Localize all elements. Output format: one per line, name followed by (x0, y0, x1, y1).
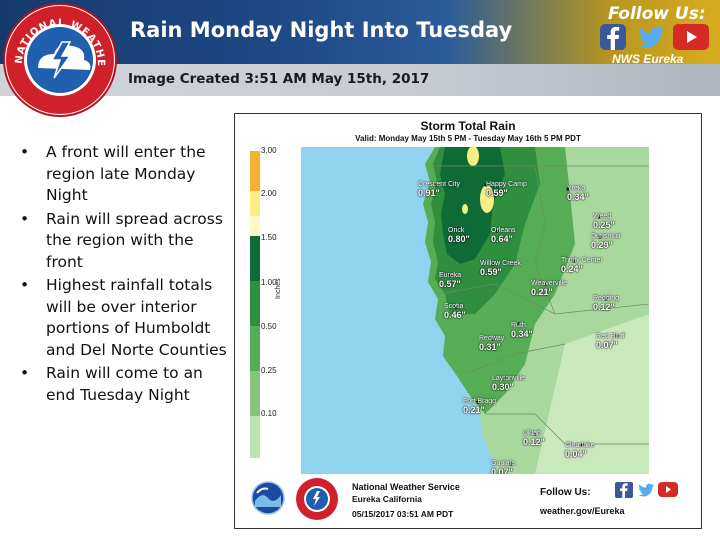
station-label: Dunsmuir 0.29" (591, 232, 621, 250)
colorbar-label: 1.50 (261, 233, 277, 242)
station-name: Dunsmuir (591, 233, 621, 240)
station-value: 0.12" (523, 437, 545, 447)
station-value: 0.30" (492, 382, 514, 392)
image-created-timestamp: Image Created 3:51 AM May 15th, 2017 (128, 71, 430, 87)
station-label: Yreka 0.34" (567, 184, 589, 202)
colorbar-label: 0.50 (261, 322, 277, 331)
station-name: Orick (448, 227, 465, 234)
station-label: Red Bluff 0.07" (596, 332, 625, 350)
station-name: Ruth (511, 322, 526, 329)
station-name: Weed (593, 213, 612, 220)
station-label: Gualala 0.07" (491, 459, 515, 477)
station-name: Clearlake (565, 442, 595, 449)
station-value: 0.46" (444, 310, 466, 320)
station-label: Eureka 0.57" (439, 271, 461, 289)
station-name: Willow Creek (480, 260, 521, 267)
station-label: Weed 0.25" (593, 212, 615, 230)
bullet-list: A front will enter the region late Monda… (14, 142, 232, 408)
colorbar-label: 0.10 (261, 409, 277, 418)
station-label: Crescent City 0.91" (418, 180, 460, 198)
bullet-item: A front will enter the region late Monda… (14, 142, 232, 207)
colorbar-label: 0.25 (261, 366, 277, 375)
station-name: Trinity Center (561, 257, 603, 264)
footer-agency: National Weather Service (352, 482, 460, 492)
footer-website[interactable]: weather.gov/Eureka (540, 506, 625, 516)
subtitle-bar (0, 64, 720, 96)
nws-office-label: NWS Eureka (612, 52, 684, 66)
station-value: 0.21" (531, 287, 553, 297)
station-value: 0.07" (491, 467, 513, 477)
station-label: Weaverville 0.21" (531, 279, 567, 297)
station-value: 0.91" (418, 188, 440, 198)
station-name: Ukiah (523, 430, 541, 437)
colorbar-unit: Inches (275, 278, 282, 299)
station-name: Gualala (491, 460, 516, 467)
footer-twitter-icon[interactable] (636, 482, 656, 498)
station-value: 0.12" (593, 302, 615, 312)
map-valid-period: Valid: Monday May 15th 5 PM - Tuesday Ma… (355, 134, 581, 143)
station-value: 0.31" (479, 342, 501, 352)
facebook-icon[interactable] (600, 24, 626, 50)
colorbar-label: 1.00 (261, 278, 277, 287)
station-label: Ukiah 0.12" (523, 429, 545, 447)
follow-us-label: Follow Us: (608, 4, 706, 24)
bullet-item: Rain will spread across the region with … (14, 209, 232, 274)
station-name: Redding (593, 295, 620, 302)
station-value: 0.21" (463, 405, 485, 415)
station-value: 0.59" (486, 188, 508, 198)
station-value: 0.24" (561, 264, 583, 274)
station-name: Happy Camp (486, 181, 527, 188)
station-value: 0.80" (448, 234, 470, 244)
youtube-icon[interactable] (673, 24, 709, 50)
station-value: 0.34" (567, 192, 589, 202)
station-value: 0.25" (593, 220, 615, 230)
station-name: Laytonville (492, 375, 526, 382)
storm-total-rain-map: Storm Total Rain Valid: Monday May 15th … (234, 113, 702, 529)
station-label: Fort Bragg 0.21" (463, 397, 496, 415)
nws-footer-logo (296, 478, 338, 520)
station-value: 0.59" (480, 267, 502, 277)
twitter-icon[interactable] (636, 24, 666, 50)
station-label: Willow Creek 0.59" (480, 259, 521, 277)
station-name: Yreka (567, 185, 586, 192)
station-value: 0.04" (565, 449, 587, 459)
station-value: 0.29" (591, 240, 613, 250)
footer-follow-label: Follow Us: (540, 487, 591, 498)
bullet-item: Highest rainfall totals will be over int… (14, 275, 232, 361)
bullet-item: Rain will come to an end Tuesday Night (14, 363, 232, 406)
station-name: Orleans (491, 227, 516, 234)
station-name: Scotia (444, 303, 464, 310)
station-label: Orick 0.80" (448, 226, 470, 244)
footer-datetime: 05/15/2017 03:51 AM PDT (352, 509, 454, 519)
station-name: Crescent City (418, 181, 461, 188)
rain-map-graphic (250, 146, 650, 474)
colorbar-label: 2.00 (261, 189, 277, 198)
station-value: 0.34" (511, 329, 533, 339)
footer-facebook-icon[interactable] (615, 482, 633, 498)
station-name: Red Bluff (596, 333, 625, 340)
station-label: Trinity Center 0.24" (561, 256, 603, 274)
colorbar-label: 3.00 (261, 146, 277, 155)
station-label: Ruth 0.34" (511, 321, 533, 339)
page-title: Rain Monday Night Into Tuesday (130, 18, 513, 42)
station-label: Redway 0.31" (479, 334, 504, 352)
station-name: Redway (479, 335, 505, 342)
station-value: 0.07" (596, 340, 618, 350)
station-label: Happy Camp 0.59" (486, 180, 527, 198)
map-title: Storm Total Rain (420, 119, 516, 133)
nws-logo: NATIONAL WEATHER SERVICE (2, 2, 117, 117)
station-label: Redding 0.12" (593, 294, 619, 312)
station-label: Orleans 0.64" (491, 226, 516, 244)
station-name: Fort Bragg (463, 398, 497, 405)
noaa-logo (251, 481, 285, 515)
footer-youtube-icon[interactable] (658, 482, 678, 497)
station-label: Clearlake 0.04" (565, 441, 595, 459)
station-name: Eureka (439, 272, 462, 279)
station-label: Scotia 0.46" (444, 302, 466, 320)
footer-office: Eureka California (352, 494, 422, 504)
station-name: Weaverville (531, 280, 568, 287)
station-label: Laytonville 0.30" (492, 374, 525, 392)
station-value: 0.57" (439, 279, 461, 289)
station-value: 0.64" (491, 234, 513, 244)
